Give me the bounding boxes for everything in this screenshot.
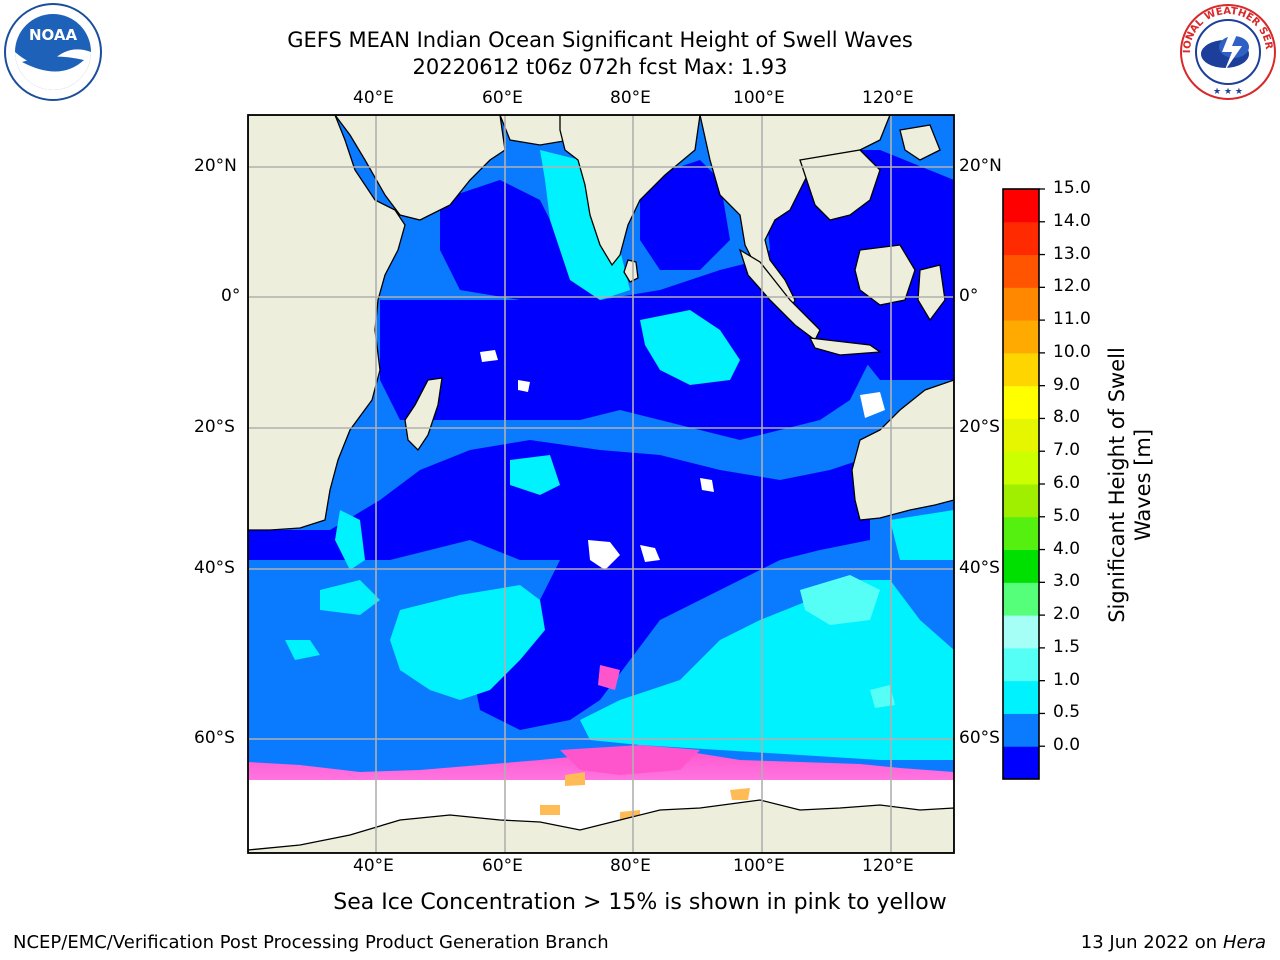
lat-label-left-40s: 40°S [194, 558, 235, 578]
lat-label-right-60s: 60°S [959, 728, 1000, 748]
lon-label-bottom-60e: 60°E [482, 856, 523, 876]
colorbar-segment [1003, 189, 1039, 223]
lat-label-left-60s: 60°S [194, 728, 235, 748]
lon-label-top-120e: 120°E [862, 88, 914, 108]
colorbar-tick-label: 8.0 [1053, 407, 1081, 428]
colorbar-segment [1003, 680, 1039, 714]
medium-swell-patches [285, 150, 954, 760]
colorbar-tick-label: 2.0 [1053, 604, 1081, 625]
colorbar-segment [1003, 713, 1039, 747]
colorbar-tick-label: 9.0 [1053, 374, 1081, 395]
noaa-logo: NOAA [4, 3, 102, 101]
colorbar-segment [1003, 451, 1039, 485]
land-masses [248, 115, 954, 531]
islands [480, 350, 885, 570]
footer-date-text: 13 Jun 2022 on [1080, 932, 1218, 953]
colorbar-segment [1003, 647, 1039, 682]
nws-logo: NATIONAL WEATHER SERVICE ★ ★ ★ [1178, 2, 1276, 100]
colorbar-tick-label: 10.0 [1053, 341, 1091, 362]
colorbar-tick-label: 5.0 [1053, 505, 1081, 526]
lon-label-bottom-100e: 100°E [733, 856, 785, 876]
footer-host: Hera [1222, 932, 1266, 953]
map-plot [248, 115, 954, 853]
colorbar-segment [1003, 352, 1039, 387]
chart-subtitle: 20220612 t06z 072h fcst Max: 1.93 [412, 55, 788, 79]
lat-label-right-40s: 40°S [959, 558, 1000, 578]
lat-label-left-0: 0° [221, 286, 241, 306]
colorbar-segment [1003, 320, 1039, 354]
colorbar-segment [1003, 516, 1039, 551]
lat-label-left-20s: 20°S [194, 417, 235, 437]
colorbar-segment [1003, 746, 1039, 780]
colorbar-tick-label: 1.5 [1053, 636, 1081, 657]
higher-swell-patches [800, 575, 895, 708]
colorbar-tick-label: 1.0 [1053, 669, 1081, 690]
antarctica-land [248, 799, 954, 853]
colorbar-tick-label: 0.0 [1053, 735, 1081, 756]
lon-label-top-100e: 100°E [733, 88, 785, 108]
colorbar-tick-label: 11.0 [1053, 309, 1091, 330]
colorbar-segment [1003, 418, 1039, 452]
colorbar-segment [1003, 484, 1039, 518]
colorbar-tick-label: 15.0 [1053, 178, 1091, 198]
colorbar-tick-label: 14.0 [1053, 210, 1091, 231]
svg-text:★ ★ ★: ★ ★ ★ [1213, 87, 1243, 97]
chart-title: GEFS MEAN Indian Ocean Significant Heigh… [287, 28, 913, 52]
footer-date: 13 Jun 2022 on Hera [1081, 932, 1266, 953]
colorbar-title: Significant Height of Swell Waves [m] [1104, 347, 1156, 623]
lon-label-bottom-80e: 80°E [610, 856, 651, 876]
lon-label-top-80e: 80°E [610, 88, 651, 108]
colorbar-tick-label: 12.0 [1053, 276, 1091, 297]
lon-label-bottom-120e: 120°E [862, 856, 914, 876]
colorbar-tick-label: 3.0 [1053, 571, 1081, 592]
colorbar-segment [1003, 615, 1039, 649]
sea-ice-pink-patches [560, 665, 700, 775]
lat-label-left-20n: 20°N [194, 156, 237, 176]
colorbar-tick-label: 7.0 [1053, 440, 1081, 461]
gridlines [248, 115, 954, 853]
lon-label-top-40e: 40°E [353, 88, 394, 108]
colorbar-segment [1003, 582, 1039, 616]
colorbar [1003, 188, 1045, 780]
colorbar-segment [1003, 549, 1039, 583]
colorbar-tick-label: 6.0 [1053, 473, 1081, 493]
lon-label-bottom-40e: 40°E [353, 856, 394, 876]
sea-ice-note: Sea Ice Concentration > 15% is shown in … [333, 890, 947, 915]
colorbar-segment [1003, 221, 1039, 256]
footer-branch: NCEP/EMC/Verification Post Processing Pr… [13, 932, 609, 953]
colorbar-frame [1002, 188, 1040, 780]
colorbar-segment [1003, 254, 1039, 288]
colorbar-title-line1: Significant Height of Swell [1105, 347, 1129, 623]
colorbar-title-line2: Waves [m] [1131, 428, 1155, 542]
lat-label-right-20n: 20°N [959, 156, 1002, 176]
lat-label-right-0: 0° [959, 286, 979, 306]
colorbar-tick-label: 4.0 [1053, 538, 1081, 559]
colorbar-segment [1003, 385, 1039, 419]
colorbar-tick-label: 0.5 [1053, 702, 1081, 723]
lon-label-top-60e: 60°E [482, 88, 523, 108]
map-frame [247, 114, 955, 854]
colorbar-segment [1003, 287, 1039, 321]
noaa-logo-text: NOAA [29, 26, 78, 44]
colorbar-tick-label: 13.0 [1053, 243, 1091, 264]
lat-label-right-20s: 20°S [959, 417, 1000, 437]
